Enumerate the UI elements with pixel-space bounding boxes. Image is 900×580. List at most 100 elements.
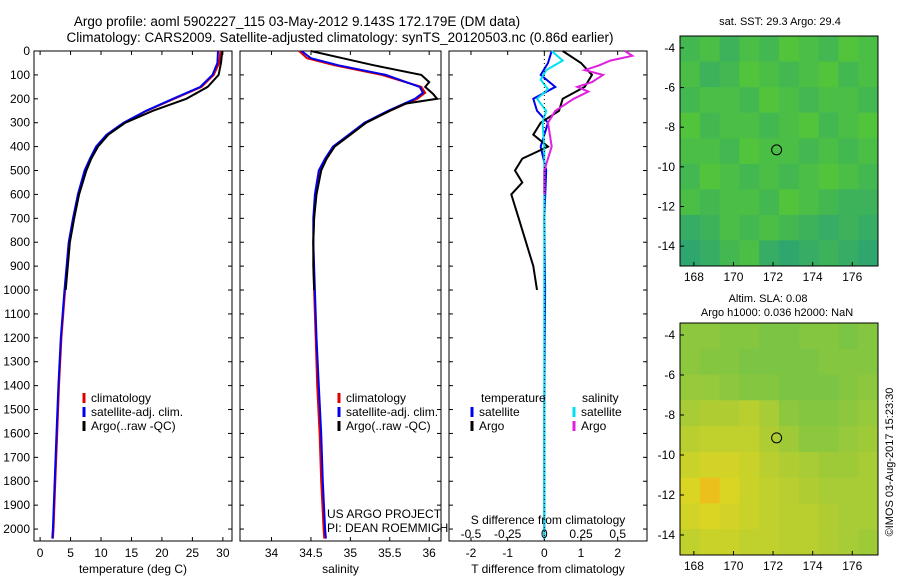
map-x-tick-label: 170 <box>723 559 743 573</box>
map-cell <box>680 400 701 427</box>
x-tick-label: 30 <box>216 546 230 560</box>
map-cell <box>779 323 800 350</box>
map-cell <box>858 36 879 63</box>
map-y-tick-label: -6 <box>664 81 675 95</box>
map-cell <box>818 477 839 504</box>
map-cell <box>759 138 780 165</box>
map-cell <box>759 451 780 479</box>
map-x-tick-label: 170 <box>723 270 743 284</box>
map-cell <box>739 529 760 556</box>
depth-tick-label: 1300 <box>3 355 30 369</box>
depth-tick-label: 2000 <box>3 522 30 536</box>
map-cell <box>779 426 800 453</box>
map-cell <box>680 451 701 479</box>
map-cell <box>858 400 879 427</box>
map-x-tick-label: 174 <box>803 270 823 284</box>
map-cell <box>779 374 800 401</box>
map-cell <box>858 61 879 88</box>
argo-position-marker <box>771 144 783 156</box>
map-cell <box>779 529 800 556</box>
x-tick-label: 25 <box>186 546 200 560</box>
map-cell <box>858 163 879 190</box>
map-cell <box>759 240 780 267</box>
depth-tick-label: 1100 <box>4 307 30 321</box>
depth-tick-label: 1400 <box>3 379 30 393</box>
map-cell <box>759 348 780 376</box>
map-cell <box>858 87 879 114</box>
depth-tick-label: 700 <box>10 211 30 225</box>
depth-tick-label: 800 <box>10 235 30 249</box>
map-frame <box>679 35 879 267</box>
map-cell <box>779 477 800 504</box>
depth-tick-label: 1900 <box>3 498 30 512</box>
depth-tick-label: 1700 <box>3 450 30 464</box>
difference-panel: -2 -1 0 1 2 T difference from climatology -0.5… <box>448 50 648 576</box>
map-cell <box>719 36 740 63</box>
map-cell <box>779 163 800 190</box>
series-line-satellite <box>535 50 565 539</box>
top-tick-label: 0 <box>541 527 548 541</box>
map-y-tick-label: -14 <box>658 239 676 253</box>
map-cell <box>798 348 820 376</box>
map-cell <box>699 240 721 267</box>
map-cell <box>779 240 800 267</box>
legend-label: Argo(..raw -QC) <box>346 419 431 433</box>
plot-frame <box>448 50 648 542</box>
map-cell <box>818 36 839 63</box>
depth-tick-label: 1000 <box>3 283 30 297</box>
map-y-tick-label: -6 <box>664 368 675 382</box>
map-x-tick-label: 168 <box>684 270 704 284</box>
map-cell <box>798 240 820 267</box>
map-cell <box>779 348 800 376</box>
series-line-argo <box>543 50 635 195</box>
map-cell <box>680 214 701 241</box>
map-cell <box>699 451 721 479</box>
map-cell <box>699 323 721 350</box>
map-cell <box>838 400 859 427</box>
map-cell <box>719 240 740 267</box>
map-cell <box>739 87 760 114</box>
x-tick-label: 1 <box>578 546 585 560</box>
depth-tick-label: 500 <box>10 164 30 178</box>
depth-tick-label: 900 <box>10 259 30 273</box>
map-cell <box>699 426 721 453</box>
map-cell <box>858 503 879 530</box>
map-cell <box>798 323 820 350</box>
map-cell <box>858 374 879 401</box>
map-cell <box>759 400 780 427</box>
map-cell <box>719 138 740 165</box>
map-cell <box>838 189 859 216</box>
x-tick-label: -2 <box>466 546 477 560</box>
map-cell <box>798 36 820 63</box>
x-tick-label: -1 <box>502 546 513 560</box>
map-cell <box>719 112 740 139</box>
map-cell <box>838 374 859 401</box>
map-cell <box>699 503 721 530</box>
map-cell <box>699 400 721 427</box>
legend-label: satellite-adj. clim. <box>91 405 183 419</box>
series-line-climatology <box>51 50 222 539</box>
series-line-argo <box>64 50 224 291</box>
depth-tick-label: 200 <box>10 92 30 106</box>
map-cell <box>739 240 760 267</box>
map-cell <box>699 112 721 139</box>
map-y-tick-label: -14 <box>658 528 676 542</box>
map-cell <box>739 477 760 504</box>
map-cell <box>699 87 721 114</box>
map-cell <box>838 529 859 556</box>
map-cell <box>759 189 780 216</box>
x-tick-label: 34 <box>265 546 279 560</box>
map-cell <box>719 477 740 504</box>
x-tick-label: 15 <box>125 546 139 560</box>
x-tick-label: 0 <box>541 546 548 560</box>
map-cell <box>838 61 859 88</box>
map-cell <box>818 240 839 267</box>
depth-tick-label: 0 <box>23 44 30 58</box>
map-cell <box>680 87 701 114</box>
depth-tick-label: 1800 <box>3 474 30 488</box>
map-frame <box>679 322 879 556</box>
map-cell <box>719 451 740 479</box>
map-cell <box>818 323 839 350</box>
map-cell <box>779 400 800 427</box>
